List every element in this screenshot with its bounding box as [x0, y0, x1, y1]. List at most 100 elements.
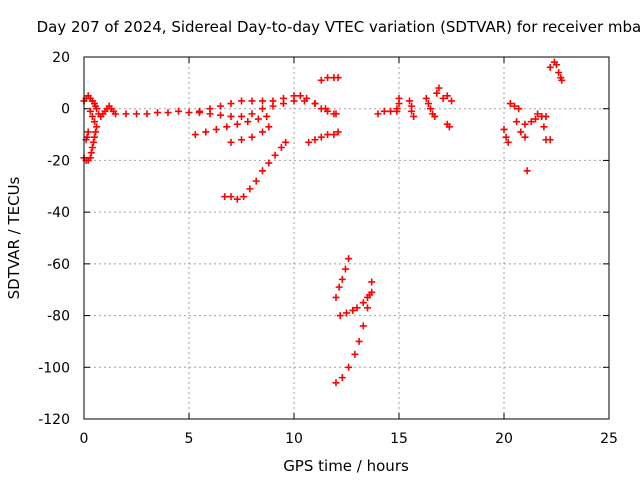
y-axis-label: SDTVAR / TECUs [5, 176, 23, 299]
data-point [359, 299, 367, 307]
data-point [89, 138, 97, 146]
data-point [332, 379, 340, 387]
y-tick-label: -20 [47, 153, 70, 169]
data-point [227, 138, 235, 146]
data-point [93, 105, 101, 113]
data-point [196, 107, 203, 115]
data-point [506, 100, 514, 108]
data-point [212, 125, 220, 133]
data-point [277, 144, 285, 151]
grid [84, 57, 609, 419]
data-point [338, 275, 346, 283]
data-point [227, 193, 235, 201]
data-point [86, 154, 94, 162]
data-point [290, 92, 298, 100]
data-point [248, 97, 256, 105]
data-point [504, 138, 512, 146]
data-point [345, 363, 353, 371]
y-tick-label: 0 [61, 102, 70, 118]
data-point [540, 123, 548, 131]
data-point [88, 112, 96, 120]
axis-ticks [83, 56, 610, 420]
data-point [248, 110, 256, 118]
data-point [143, 110, 151, 118]
data-point [334, 74, 342, 82]
series-late-arc [546, 58, 566, 84]
data-point [546, 63, 554, 71]
data-point [527, 118, 535, 126]
data-point [93, 123, 101, 131]
data-point [303, 94, 311, 102]
data-point [248, 133, 256, 141]
data-point [154, 109, 161, 117]
data-point [332, 293, 340, 301]
data-point [431, 112, 439, 120]
data-point [422, 94, 430, 102]
data-point [410, 112, 418, 120]
data-point [546, 136, 554, 144]
data-point [269, 97, 277, 105]
x-tick-labels: 0 5 10 15 20 25 [80, 431, 618, 447]
data-point [427, 105, 434, 113]
data-point [317, 76, 325, 84]
data-point [408, 107, 416, 115]
data-point [387, 107, 395, 115]
data-point [532, 115, 539, 123]
data-point [500, 125, 508, 133]
x-axis-label: GPS time / hours [283, 457, 409, 475]
data-point [445, 123, 453, 131]
data-point [259, 105, 266, 113]
series-short-arc [305, 74, 342, 146]
data-point [343, 309, 350, 317]
data-point [355, 337, 363, 345]
data-point [217, 111, 224, 119]
data-point [435, 84, 443, 92]
series-lower-band [191, 112, 273, 146]
data-point [191, 131, 199, 139]
data-point [86, 107, 94, 115]
data-point [338, 374, 346, 382]
data-point [238, 136, 245, 144]
data-point [233, 120, 241, 128]
data-point [517, 128, 525, 136]
data-point [88, 144, 96, 151]
y-tick-label: -60 [47, 257, 70, 273]
data-point [87, 149, 95, 157]
data-point [175, 107, 182, 115]
data-point [311, 136, 319, 144]
data-point [330, 131, 338, 139]
plot-frame [83, 56, 610, 420]
x-tick-label: 10 [285, 431, 303, 447]
data-point [305, 138, 313, 146]
data-point [374, 110, 382, 118]
data-point [317, 105, 325, 113]
data-point [223, 123, 231, 131]
data-point [238, 112, 245, 120]
data-point [252, 177, 260, 185]
data-point [259, 167, 266, 175]
series-early-arc [80, 92, 117, 120]
data-point [280, 94, 287, 102]
data-point [406, 97, 413, 105]
data-point [523, 167, 531, 175]
data-point [202, 128, 210, 136]
data-point [91, 118, 98, 126]
data-point [558, 76, 566, 84]
data-point [259, 128, 266, 136]
data-point [443, 92, 451, 100]
data-point [364, 304, 371, 312]
data-point [265, 159, 273, 167]
data-point [227, 100, 235, 108]
data-point [335, 283, 343, 291]
data-point [246, 185, 254, 193]
data-point [311, 100, 319, 108]
data-point [240, 193, 248, 201]
data-point [282, 138, 290, 146]
data-point [448, 97, 455, 105]
data-point [217, 102, 224, 110]
data-point [542, 112, 550, 120]
y-tick-label: -120 [38, 412, 70, 428]
data-point [521, 120, 529, 128]
y-tick-label: -80 [47, 309, 70, 325]
